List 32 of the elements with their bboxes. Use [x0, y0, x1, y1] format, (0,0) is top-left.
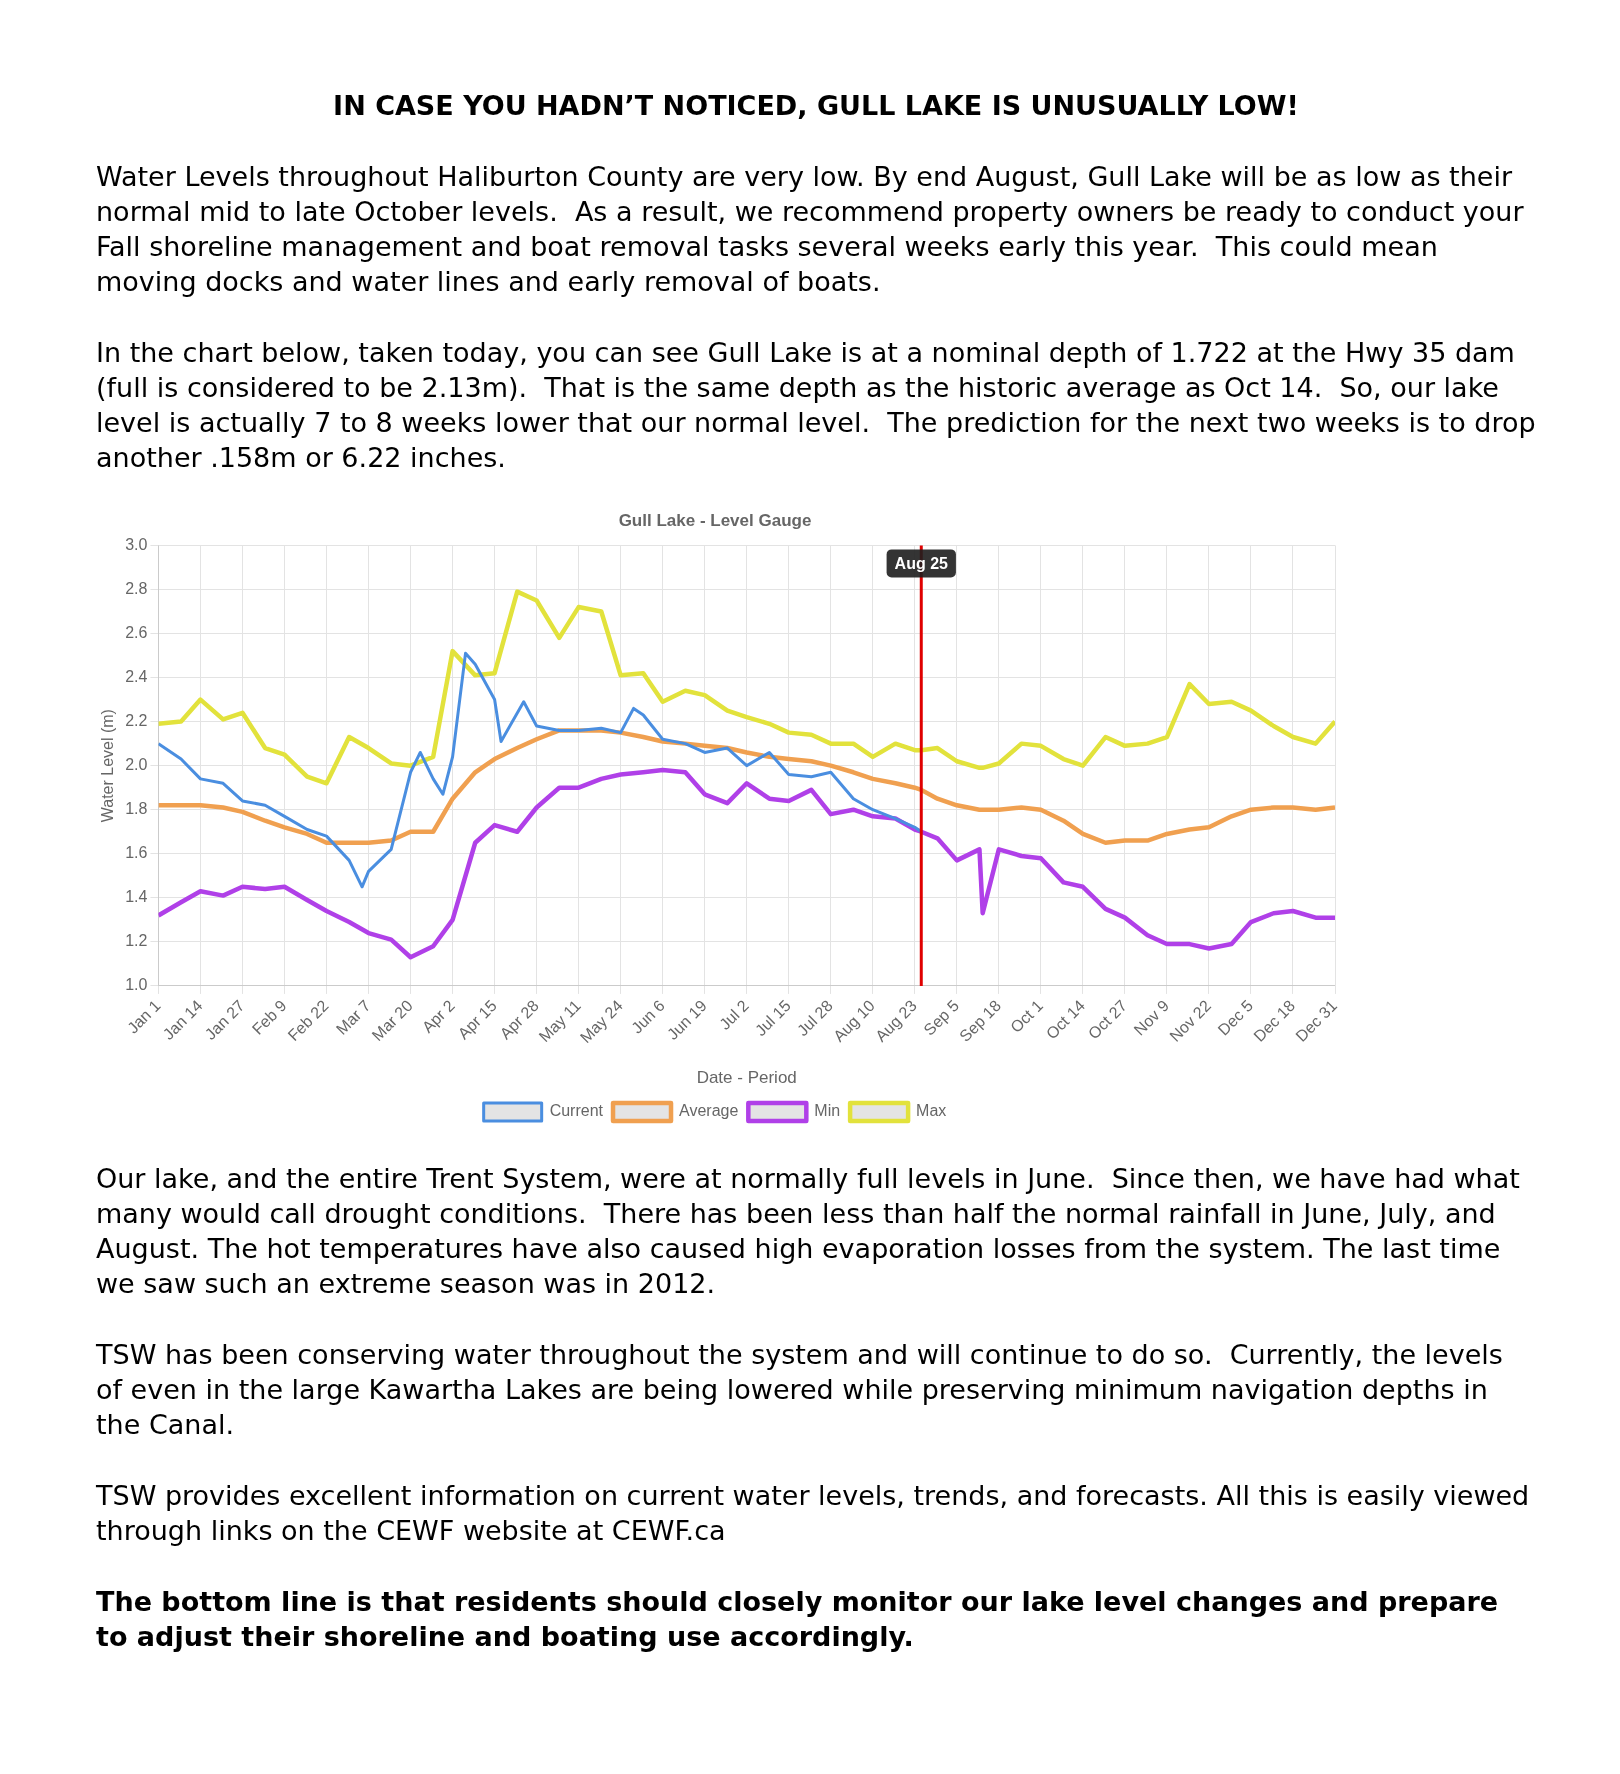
y-tick-label: 2.8 [125, 579, 148, 597]
y-tick-label: 1.2 [125, 932, 148, 950]
text: Water Levels throughout Haliburton County are very low. By end August, Gull Lake will be as low as their normal mid to late October levels. As a result, we recommend property owners be ready to conduct your Fall shoreline management and boat removal tasks several weeks early this year. This could mean moving docks and water lines and early removal of boats. [96, 160, 1525, 299]
y-tick-label: 3.0 [125, 535, 148, 553]
y-tick-label: 2.0 [125, 756, 148, 774]
text: In the chart below, taken today, you can see Gull Lake is at a nominal depth of 1.722 at the Hwy 35 dam (full is considered to be 2.13m). That is the same depth as the historic average as Oct 14. So, our lake level is actually 7 to 8 weeks lower that our normal level. The prediction for the next two weeks is to drop another .158m or 6.22 inches. [96, 336, 1536, 475]
x-tick-label: Jan 1 [123, 996, 164, 1037]
y-tick-label: 1.8 [125, 800, 148, 818]
x-tick-label: Mar 20 [368, 996, 416, 1045]
y-tick-label: 1.6 [125, 844, 148, 862]
legend-label: Max [916, 1102, 947, 1120]
ref-line-label: Aug 25 [894, 554, 949, 572]
y-tick-label: 2.2 [125, 712, 148, 730]
x-tick-label: Jul 2 [716, 996, 753, 1033]
text: The bottom line is that residents should closely monitor our lake level changes and prepare to adjust their shoreline and boating use accordingly. [96, 1585, 1500, 1654]
legend-label: Current [549, 1102, 604, 1120]
text: Our lake, and the entire Trent System, were at normally full levels in June. Since then, we have had what many would call drought conditions. There has been less than half the normal rainfall in June, July, and August. The hot temperatures have also caused high evaporation losses from the system. The last time we saw such an extreme season was in 2012. [96, 1162, 1521, 1301]
chart-title: Gull Lake - Level Gauge [618, 510, 812, 530]
x-tick-label: Jul 15 [751, 996, 795, 1040]
text: TSW provides excellent information on current water levels, trends, and forecasts. All this is easily viewed through links on the CEWF website at CEWF.ca [96, 1479, 1531, 1548]
x-axis-title: Date - Period [696, 1068, 797, 1088]
y-tick-label: 2.4 [125, 667, 148, 685]
y-tick-label: 1.0 [125, 976, 148, 994]
x-tick-label: Feb 22 [284, 996, 332, 1045]
legend-label: Min [814, 1102, 841, 1120]
y-axis-title: Water Level (m) [99, 709, 117, 823]
y-tick-label: 2.6 [125, 623, 148, 641]
text: IN CASE YOU HADN’T NOTICED, GULL LAKE IS UNUSUALLY LOW! [332, 89, 1300, 123]
text: TSW has been conserving water throughout the system and will continue to do so. Currently, the levels of even in the large Kawartha Lakes are being lowered while preserving minimum navigation depths in the Canal. [96, 1338, 1504, 1442]
x-tick-label: Jan 27 [201, 996, 248, 1043]
legend-label: Average [679, 1102, 739, 1120]
y-tick-label: 1.4 [125, 888, 148, 906]
